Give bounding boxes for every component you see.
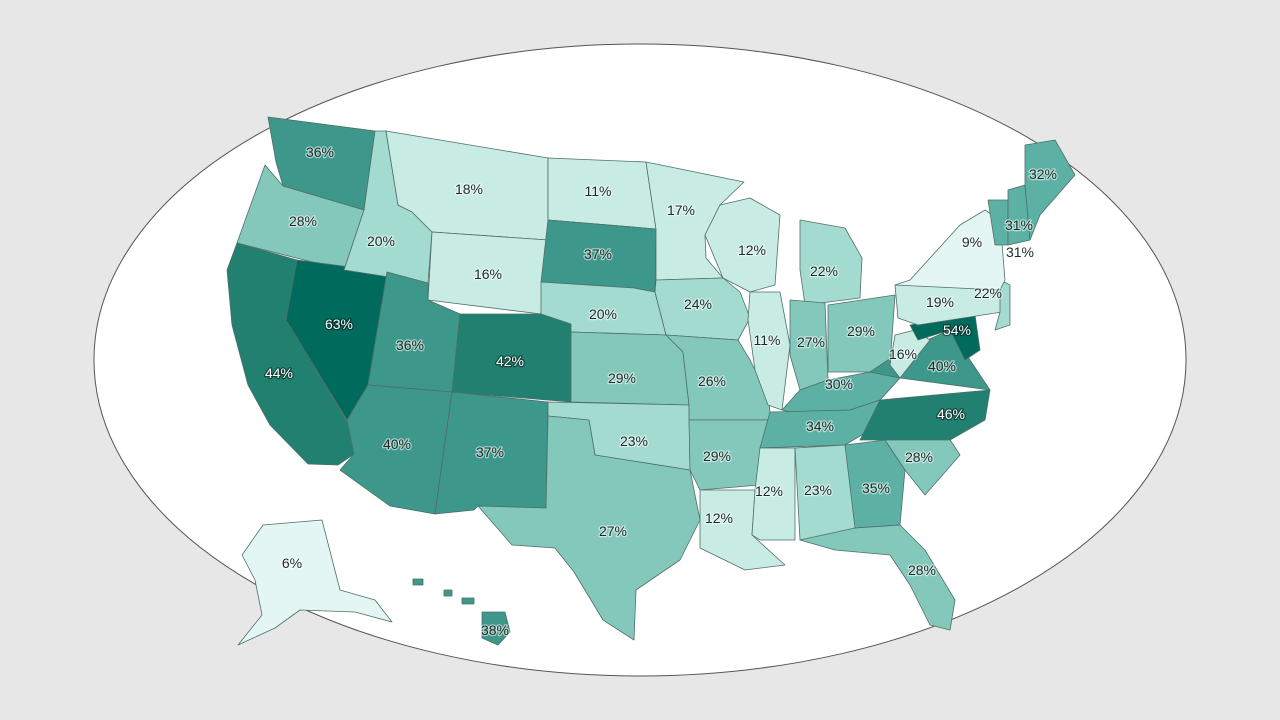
state-label-va: 40% bbox=[928, 358, 956, 374]
state-wi[interactable] bbox=[704, 197, 781, 293]
state-label-oh: 29% bbox=[847, 323, 875, 339]
state-label-nc: 46% bbox=[937, 406, 965, 422]
state-label-nm: 37% bbox=[476, 444, 504, 460]
state-ny[interactable] bbox=[894, 209, 1006, 291]
state-label-wv: 16% bbox=[889, 346, 917, 362]
state-mi[interactable] bbox=[799, 219, 863, 306]
state-label-hi: 38% bbox=[481, 622, 509, 638]
state-label-ky: 30% bbox=[825, 376, 853, 392]
state-label-nd: 11% bbox=[585, 183, 612, 199]
state-label-ks: 29% bbox=[608, 370, 636, 386]
state-label-ar: 29% bbox=[703, 448, 731, 464]
state-label-sc: 28% bbox=[905, 449, 933, 465]
state-label-mi: 22% bbox=[810, 263, 838, 279]
state-ks[interactable] bbox=[570, 331, 690, 406]
state-label-ut: 36% bbox=[396, 337, 424, 353]
state-label-az: 40% bbox=[383, 436, 411, 452]
state-il[interactable] bbox=[747, 291, 791, 411]
state-label-ne: 20% bbox=[589, 306, 617, 322]
state-label-me: 32% bbox=[1029, 166, 1057, 182]
state-label-wa: 36% bbox=[306, 144, 334, 160]
state-label-ok: 23% bbox=[620, 433, 648, 449]
state-label-ak: 6% bbox=[282, 555, 302, 571]
state-label-wi: 12% bbox=[738, 242, 766, 258]
state-label-in: 27% bbox=[797, 334, 825, 350]
state-label-al: 23% bbox=[804, 482, 832, 498]
state-label-tx: 27% bbox=[599, 523, 627, 539]
states-layer bbox=[226, 116, 1076, 646]
state-label-nj: 22% bbox=[974, 285, 1002, 301]
labels-layer: 36% 28% 44% 63% 20% 18% 16% 36% 40% 42% 37% 11% 37% 2… bbox=[264, 143, 1059, 640]
state-fl[interactable] bbox=[799, 524, 956, 631]
state-label-nh: 31% bbox=[1006, 244, 1034, 260]
state-label-ia: 24% bbox=[684, 296, 712, 312]
state-label-mn: 17% bbox=[667, 202, 695, 218]
state-label-fl: 28% bbox=[908, 562, 936, 578]
state-label-mt: 18% bbox=[455, 181, 483, 197]
state-label-ga: 35% bbox=[862, 480, 890, 496]
state-ak[interactable] bbox=[237, 519, 393, 646]
state-tx[interactable] bbox=[477, 415, 701, 641]
state-label-pa: 19% bbox=[926, 294, 954, 310]
state-label-ca: 44% bbox=[265, 365, 293, 381]
state-me[interactable] bbox=[1024, 139, 1076, 241]
state-ia[interactable] bbox=[654, 277, 751, 341]
state-label-ms: 12% bbox=[755, 483, 783, 499]
state-label-la: 12% bbox=[705, 510, 733, 526]
state-nj[interactable] bbox=[994, 279, 1011, 331]
state-label-nv: 63% bbox=[325, 316, 353, 332]
state-label-wy: 16% bbox=[474, 266, 502, 282]
state-label-mo: 26% bbox=[698, 373, 726, 389]
state-label-co: 42% bbox=[496, 353, 524, 369]
state-label-or: 28% bbox=[289, 213, 317, 229]
state-label-md: 54% bbox=[943, 322, 971, 338]
state-hi[interactable] bbox=[412, 578, 511, 646]
state-label-il: 11% bbox=[754, 332, 781, 348]
state-label-id: 20% bbox=[367, 233, 395, 249]
state-label-vt: 31% bbox=[1005, 217, 1033, 233]
state-mn[interactable] bbox=[645, 161, 745, 281]
state-ar[interactable] bbox=[688, 419, 772, 491]
state-label-sd: 37% bbox=[584, 246, 612, 262]
state-label-ny: 9% bbox=[962, 234, 982, 250]
state-label-tn: 34% bbox=[806, 418, 834, 434]
state-ga[interactable] bbox=[844, 439, 906, 529]
